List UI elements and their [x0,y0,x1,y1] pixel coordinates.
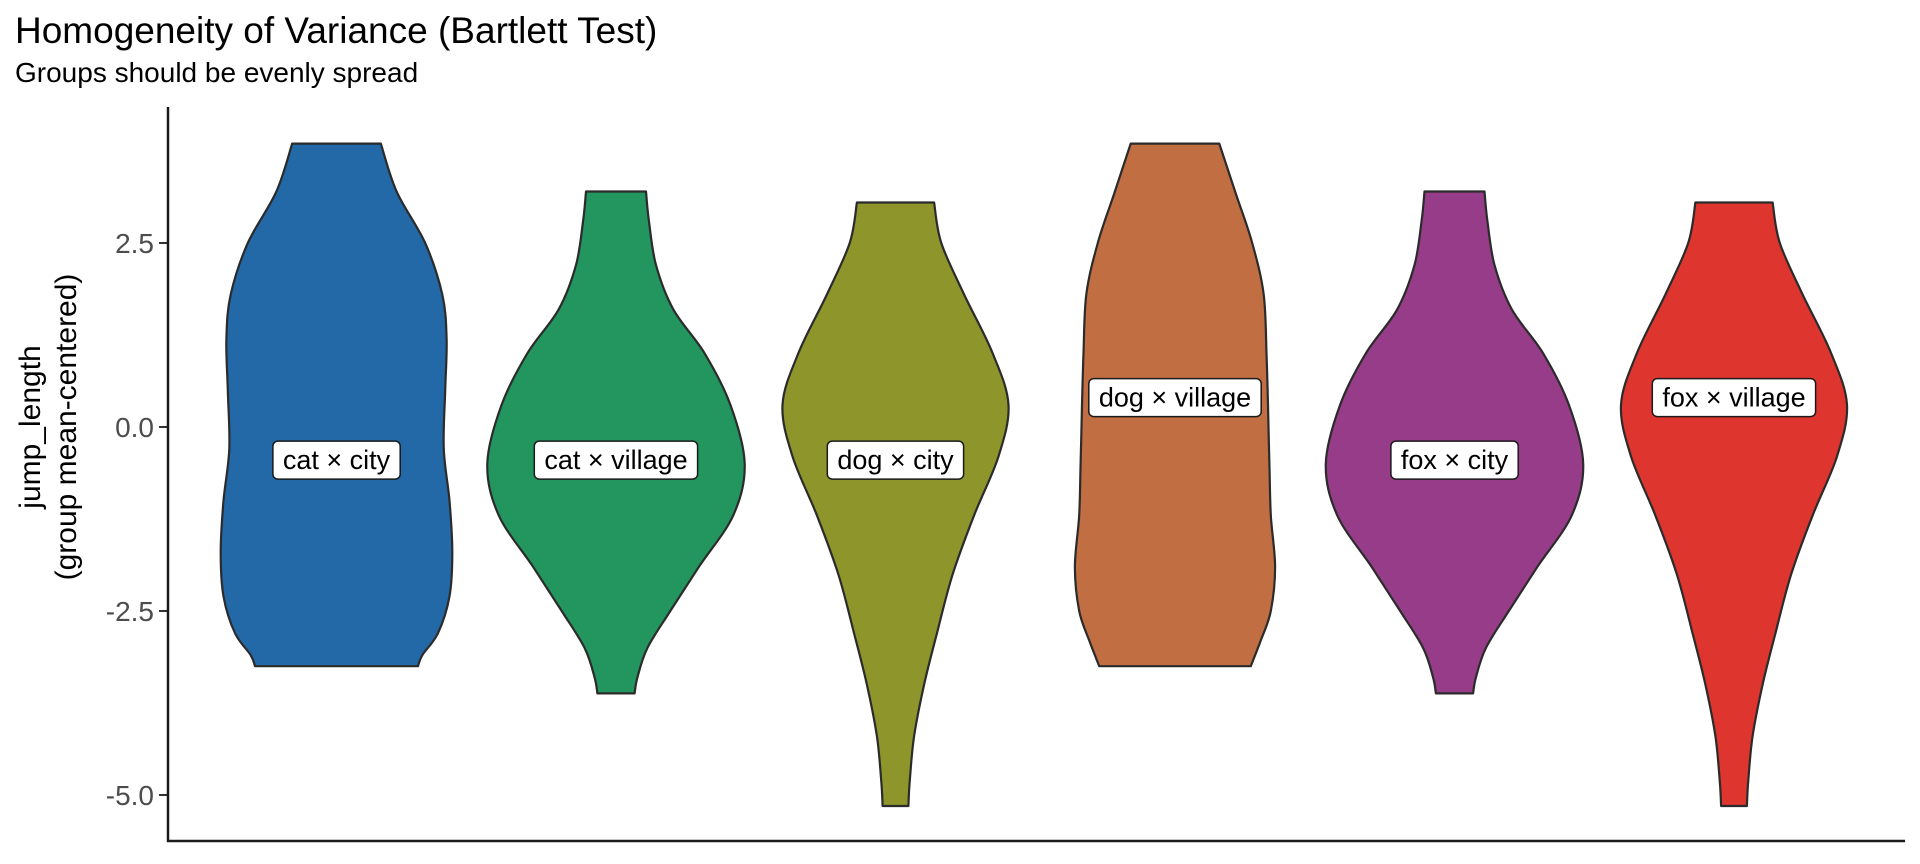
violin-group [219,142,1849,808]
violin-label: cat × city [283,445,391,475]
violin-label-box [1088,377,1262,418]
chart-subtitle: Groups should be evenly spread [15,57,418,88]
y-axis-title: jump_length (group mean-centered) [14,274,83,581]
y-tick-label: 2.5 [115,228,154,259]
y-axis-title-line: jump_length [14,345,47,509]
y-tick-label: -2.5 [106,596,154,627]
violin-label: dog × village [1099,383,1251,413]
violin-label-box [533,440,699,480]
y-axis-ticks: 2.5 0.0 -2.5 -5.0 [106,228,168,811]
violin-label: dog × city [837,445,954,475]
y-axis-title-line: (group mean-centered) [50,274,83,581]
violin-label: cat × village [544,445,687,475]
violin-fox-village [1619,201,1849,808]
violin-label: fox × city [1401,445,1509,475]
violin-label-box [1651,377,1817,418]
violin-cat-city [219,142,454,668]
violin-label-box [1390,440,1519,480]
violin-labels: cat × city cat × village dog × city dog × v… [272,377,1817,480]
y-tick-label: 0.0 [115,412,154,443]
violin-label: fox × village [1662,383,1805,413]
violin-label-box [272,440,401,480]
violin-dog-city [781,201,1010,808]
y-axis-title-text: jump_length (group mean-centered) [14,274,83,581]
chart-title: Homogeneity of Variance (Bartlett Test) [15,10,657,51]
violin-label-box [826,440,965,480]
y-tick-label: -5.0 [106,780,154,811]
